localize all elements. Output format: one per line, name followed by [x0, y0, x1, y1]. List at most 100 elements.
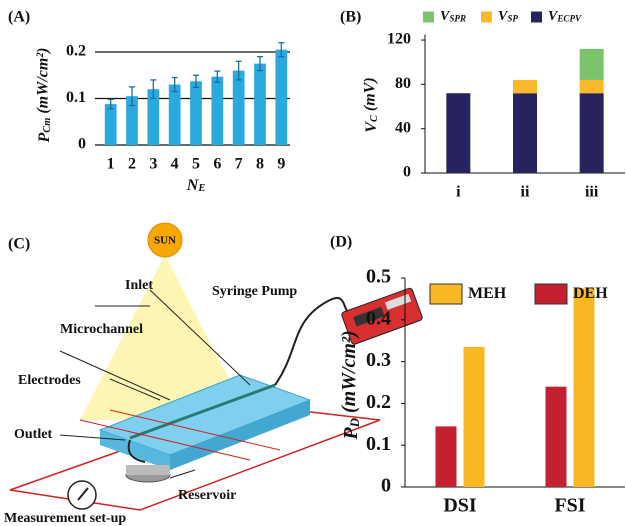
legend-swatch [423, 11, 434, 23]
channel [129, 383, 276, 440]
sun-label: SUN [154, 235, 176, 247]
legend-label-part: MEH [468, 285, 507, 302]
error-bar [107, 98, 114, 110]
y-tick-label: 0.1 [366, 433, 391, 455]
outlet-tube [127, 439, 146, 463]
y-tick-label: 0 [78, 136, 86, 153]
y-tick-label: 0.4 [366, 307, 391, 329]
x-tick-label: 9 [277, 156, 285, 173]
x-tick-label: ii [521, 184, 530, 201]
x-axis-label-part: N [186, 177, 200, 194]
legend-label: DEH [573, 285, 608, 302]
bar-segment [579, 93, 604, 173]
y-tick-label: 40 [395, 119, 411, 136]
y-axis-label-part: P [36, 132, 53, 143]
x-tick-label: i [456, 184, 461, 201]
y-axis-label-part: (mV) [361, 77, 378, 115]
device-front [170, 400, 310, 470]
bar [545, 386, 567, 487]
bar [573, 288, 595, 487]
inlet-label: Inlet [125, 278, 153, 293]
y-axis-label: PD (mW/cm²) [337, 330, 361, 440]
bar [168, 84, 181, 145]
meter-needle [77, 487, 89, 501]
error-bar [193, 74, 199, 88]
bar-segment [513, 79, 537, 94]
legend-swatch [531, 11, 542, 23]
x-tick-label: DSI [443, 495, 477, 517]
x-tick-label: 1 [107, 156, 115, 173]
legend-label-part: DEH [573, 285, 608, 302]
pointer [149, 289, 251, 386]
x-tick-label: 2 [128, 156, 136, 173]
y-axis-label-part: P [340, 427, 362, 441]
y-tick-label: 120 [387, 31, 411, 48]
y-tick-label: 0.3 [366, 349, 391, 371]
pointer [109, 378, 161, 401]
legend-label: VSPR [440, 9, 466, 24]
legend-label-part: V [440, 9, 451, 24]
device-side [100, 430, 170, 470]
legend-label-part: SPR [449, 14, 466, 24]
y-axis-label-part: (mW/cm²) [34, 48, 51, 118]
x-tick-label: 5 [192, 156, 200, 173]
error-bar [214, 70, 221, 83]
y-tick-label: 0.2 [66, 43, 86, 60]
x-tick-label: FSI [554, 495, 585, 517]
y-tick-label: 80 [395, 75, 411, 92]
bar [126, 96, 138, 145]
legend-label-part: ECPV [556, 14, 582, 24]
y-axis-label: VC (mV) [361, 77, 381, 132]
panel-label: (D) [330, 234, 352, 251]
diagram: (C) SUN Syringe Pump Inlet Microchannel … [4, 222, 423, 526]
legend-swatch [481, 11, 492, 23]
y-tick-label: 0 [381, 475, 391, 497]
bar [275, 49, 288, 145]
y-tick-label: 0.1 [66, 89, 86, 106]
bar [104, 104, 117, 145]
x-tick-label: 6 [213, 156, 221, 173]
error-bar [150, 79, 157, 100]
legend-swatch [534, 283, 568, 305]
legend-label-part: V [548, 9, 559, 24]
sun [147, 222, 183, 258]
x-tick-label: iii [585, 184, 599, 201]
electrodes-label: Electrodes [18, 373, 81, 388]
bar [232, 70, 245, 145]
pump-label: Syringe Pump [212, 284, 297, 299]
measurement-label: Measurement set-up [4, 511, 126, 526]
error-bar [129, 86, 135, 107]
y-axis-label-part: D [347, 417, 362, 428]
pointer [59, 350, 171, 401]
x-tick-label: 3 [149, 156, 157, 173]
y-axis-label-part: (mW/cm²) [337, 330, 359, 418]
pointer [59, 434, 126, 441]
panel-label: (B) [340, 9, 361, 26]
y-axis-label-part: C [370, 114, 381, 122]
panel-label: (A) [8, 9, 30, 26]
x-axis-label: NE [186, 177, 206, 195]
legend-label: VECPV [548, 9, 582, 24]
y-tick-label: 0.5 [366, 266, 391, 288]
outlet-label: Outlet [14, 427, 52, 442]
electrode [79, 419, 251, 461]
error-bar [278, 42, 285, 58]
bar [147, 89, 160, 145]
bar [463, 346, 485, 487]
reservoir-label: Reservoir [178, 488, 236, 503]
legend-label-part: V [498, 9, 509, 24]
reservoir-body [126, 465, 170, 475]
bar-segment [579, 79, 604, 94]
bar [435, 426, 457, 487]
bar-segment [513, 93, 537, 173]
error-bar [171, 76, 178, 93]
y-tick-label: 0 [403, 164, 411, 181]
panel-label: (C) [8, 236, 30, 253]
bar [211, 76, 224, 145]
y-tick-label: 0.2 [366, 391, 391, 413]
y-axis-label-part: V [363, 121, 380, 133]
x-tick-label: 4 [171, 156, 179, 173]
tube [274, 297, 356, 386]
bar-segment [446, 93, 471, 173]
